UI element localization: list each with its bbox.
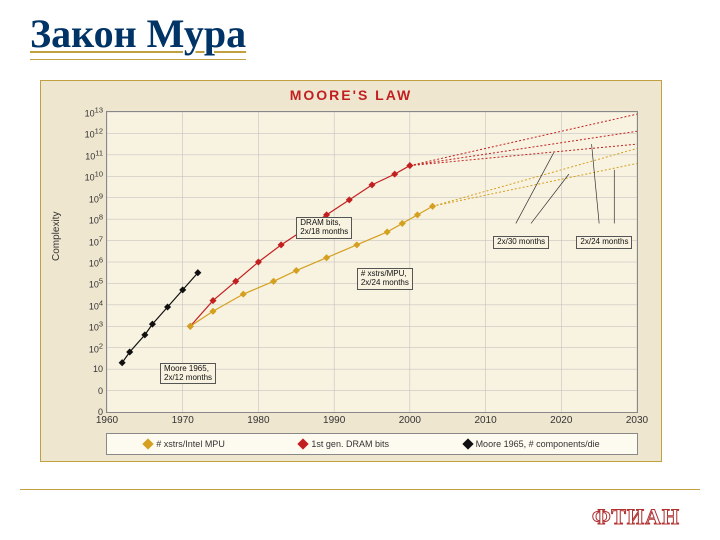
y-tick: 105: [89, 277, 107, 290]
x-tick: 1990: [323, 412, 345, 426]
chart-title: MOORE'S LAW: [41, 81, 661, 105]
annotation-box: 2x/30 months: [493, 236, 549, 249]
y-tick: 0: [98, 386, 107, 396]
x-tick: 1980: [247, 412, 269, 426]
legend-swatch: [462, 438, 473, 449]
footer-logo: ФТИАН: [592, 504, 680, 530]
y-tick: 1012: [85, 127, 107, 140]
y-tick: 104: [89, 298, 107, 311]
y-tick: 1011: [85, 148, 107, 161]
annotation-box: Moore 1965,2x/12 months: [160, 363, 216, 385]
x-tick: 1970: [172, 412, 194, 426]
legend-label: # xstrs/Intel MPU: [156, 439, 225, 449]
annotation-box: # xstrs/MPU,2x/24 months: [357, 268, 413, 290]
page-title: Закон Мура: [30, 10, 246, 60]
y-tick: 1013: [85, 106, 107, 119]
x-tick: 2000: [399, 412, 421, 426]
y-tick: 109: [89, 191, 107, 204]
y-tick: 103: [89, 320, 107, 333]
legend-item: # xstrs/Intel MPU: [144, 439, 225, 449]
divider-bottom: [20, 489, 700, 490]
legend-swatch: [298, 438, 309, 449]
annotation-box: DRAM bits,2x/18 months: [296, 217, 352, 239]
chart-container: MOORE'S LAW Complexity 19601970198019902…: [40, 80, 662, 462]
legend-swatch: [143, 438, 154, 449]
y-tick: 1010: [85, 170, 107, 183]
y-tick: 10: [93, 364, 107, 374]
legend: # xstrs/Intel MPU 1st gen. DRAM bits Moore…: [106, 433, 638, 455]
y-tick: 102: [89, 341, 107, 354]
x-tick: 2020: [550, 412, 572, 426]
x-tick: 2010: [474, 412, 496, 426]
legend-item: 1st gen. DRAM bits: [299, 439, 389, 449]
legend-item: Moore 1965, # components/die: [464, 439, 600, 449]
y-tick: 0: [98, 407, 107, 417]
x-tick: 2030: [626, 412, 648, 426]
legend-label: 1st gen. DRAM bits: [311, 439, 389, 449]
annotation-box: 2x/24 months: [576, 236, 632, 249]
y-tick: 108: [89, 213, 107, 226]
plot-area: 1960197019801990200020102020203000101021…: [106, 111, 638, 413]
y-axis-label: Complexity: [51, 212, 62, 261]
y-tick: 107: [89, 234, 107, 247]
legend-label: Moore 1965, # components/die: [476, 439, 600, 449]
y-tick: 106: [89, 256, 107, 269]
